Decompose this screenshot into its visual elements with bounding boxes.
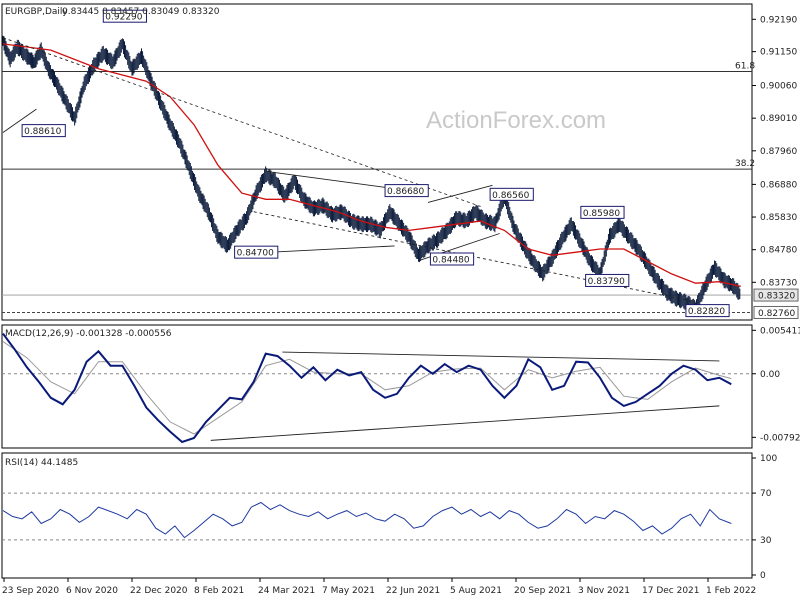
date-tick-label: 23 Sep 2020 [2, 586, 59, 596]
watermark: ActionForex.com [426, 107, 606, 134]
rsi-axis: 100 70 30 0 [752, 454, 777, 581]
swing-label: 0.84700 [237, 249, 274, 259]
swing-label: 0.84480 [432, 255, 469, 265]
macd-axis: 0.005411 0.00 -0.007923 [752, 326, 800, 443]
date-tick-label: 8 Feb 2021 [194, 586, 244, 596]
main-title: EURGBP,Daily [5, 7, 68, 17]
macd-tick-label: -0.007923 [760, 433, 800, 443]
price-tick-label: 0.89010 [760, 114, 797, 124]
swing-label-box [102, 9, 147, 23]
price-tick-label: 0.83730 [760, 278, 797, 288]
price-tick-label: 0.84780 [760, 246, 797, 256]
macd-title: MACD(12,26,9) -0.001328 -0.000556 [5, 329, 172, 339]
macd-plot [2, 333, 752, 444]
date-tick-label: 22 Jun 2021 [386, 586, 440, 596]
swing-label-box [685, 304, 730, 318]
rsi-tick-label: 100 [760, 454, 777, 464]
macd-trendline [282, 351, 720, 362]
ohlc-readout: 0.83445 0.83457 0.83049 0.83320 [62, 7, 220, 17]
rsi-title: RSI(14) 44.1485 [5, 458, 78, 468]
swing-label: 0.82820 [688, 307, 725, 317]
price-tick-label: 0.91150 [760, 48, 797, 58]
swing-label-box [585, 273, 630, 287]
date-tick-label: 6 Nov 2020 [66, 586, 118, 596]
price-tick-label: 0.92190 [760, 15, 797, 25]
price-tick-label: 0.85830 [760, 213, 797, 223]
swing-label-box [384, 184, 429, 198]
swing-label-box [489, 187, 534, 201]
main-plot: 61.8 38.2 0.92290 0.88610 0.84700 0.86680 0.84… [2, 9, 755, 318]
price-tick-label: 0.87960 [760, 147, 797, 157]
date-tick-label: 20 Sep 2021 [514, 586, 571, 596]
fib-label-61-8: 61.8 [735, 62, 755, 72]
date-tick-label: 3 Nov 2021 [578, 586, 630, 596]
macd-line [2, 333, 732, 444]
trendline [2, 37, 481, 207]
swing-label: 0.83790 [588, 277, 625, 287]
date-tick-label: 24 Mar 2021 [258, 586, 315, 596]
swing-label-box [429, 252, 475, 266]
date-tick-label: 22 Dec 2020 [130, 586, 188, 596]
price-bars [2, 35, 741, 315]
price-tick-label: 0.90060 [760, 82, 797, 92]
trendline [258, 245, 395, 254]
current-price-tag: 0.83320 [758, 292, 795, 302]
swing-label: 0.86680 [387, 187, 424, 197]
date-tick-label: 7 May 2021 [322, 586, 375, 596]
swing-label: 0.86560 [492, 191, 529, 201]
low-marker-tag: 0.82760 [758, 309, 795, 319]
swing-label: 0.88610 [24, 127, 61, 137]
rsi-tick-label: 70 [760, 489, 772, 499]
swing-label-box [580, 205, 625, 219]
swing-label-box [21, 124, 66, 138]
current-price-tag-box [753, 288, 799, 302]
date-tick-label: 17 Dec 2021 [642, 586, 700, 596]
main-panel-frame [1, 3, 753, 321]
macd-signal-line [2, 341, 732, 435]
date-tick-label: 1 Feb 2022 [706, 586, 756, 596]
date-axis: 23 Sep 2020 6 Nov 2020 22 Dec 2020 8 Feb 20… [2, 578, 756, 596]
trendline [427, 184, 493, 203]
price-axis: 0.92190 0.91150 0.90060 0.89010 0.87960 0.868… [752, 15, 799, 319]
macd-trendline [210, 405, 720, 441]
swing-label: 0.85980 [583, 209, 620, 219]
trendline [2, 108, 37, 133]
price-tick-label: 0.86880 [760, 180, 797, 190]
macd-tick-label: 0.00 [760, 370, 780, 380]
swing-label: 0.92290 [105, 13, 142, 23]
moving-average-line [2, 43, 741, 288]
date-tick-label: 5 Aug 2021 [450, 586, 502, 596]
rsi-tick-label: 0 [760, 571, 766, 581]
macd-tick-label: 0.005411 [760, 326, 800, 336]
low-marker-tag-box [753, 305, 799, 319]
macd-panel-frame [1, 324, 753, 449]
rsi-line [2, 501, 732, 539]
rsi-panel-frame [1, 452, 753, 579]
swing-label-box [234, 245, 279, 259]
rsi-tick-label: 30 [760, 536, 772, 546]
fib-label-38-2: 38.2 [735, 159, 755, 169]
rsi-plot [2, 492, 752, 541]
